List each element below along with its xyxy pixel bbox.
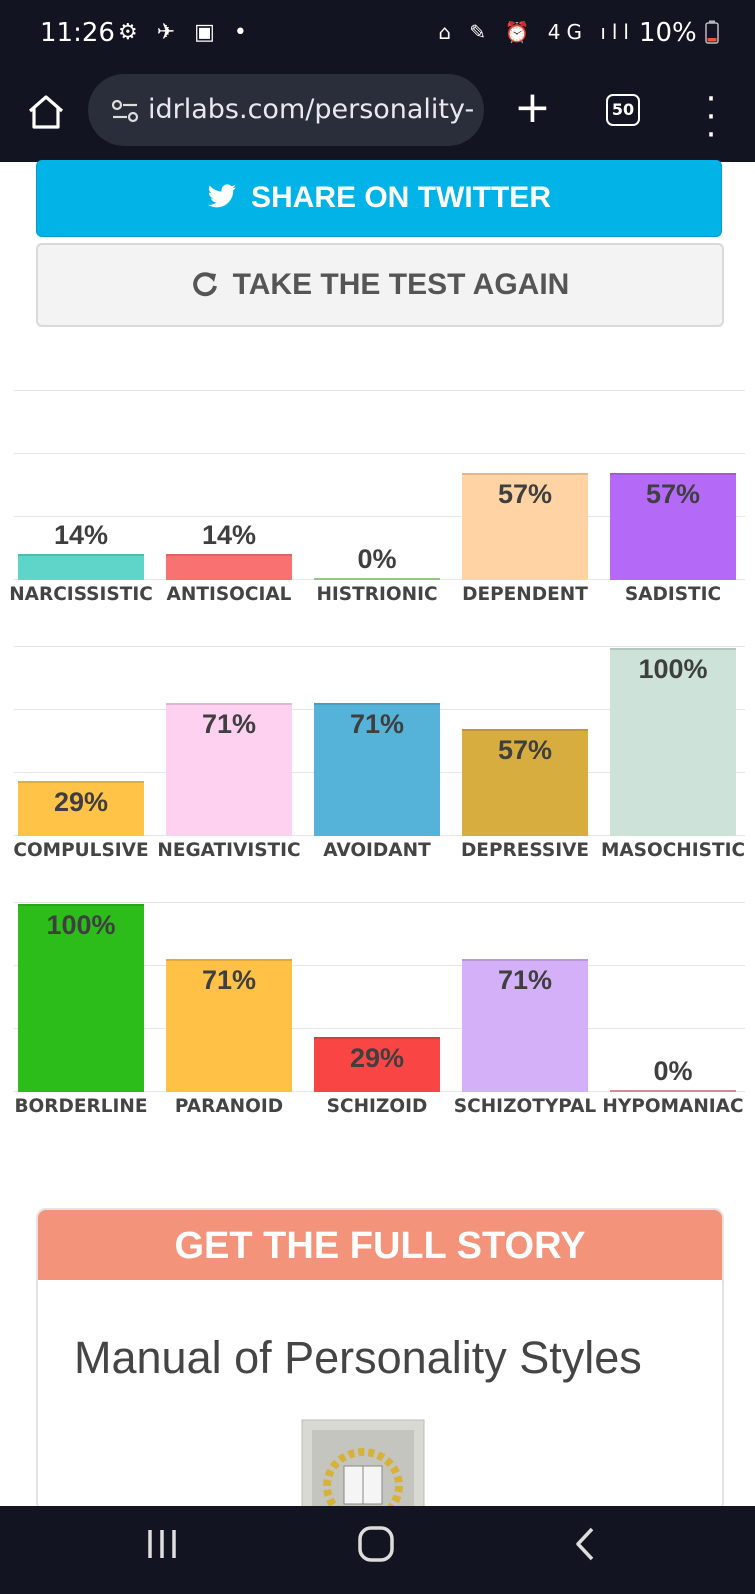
bar-value-label: 71% (497, 965, 553, 995)
system-status-icons: ⌂ ✎ ⏰ 4G ıll (438, 20, 635, 44)
results-chart-row-1: 14% NARCISSISTIC 14% ANTISOCIAL 0% HISTRIONIC… (0, 340, 755, 605)
more-options-icon[interactable]: · · · (705, 79, 717, 155)
bar-sadistic (610, 473, 736, 580)
category-label: PARANOID (174, 1096, 284, 1117)
gridline (14, 453, 745, 454)
book-title[interactable]: Manual of Personality Styles (74, 1332, 642, 1383)
book-cover-image[interactable] (288, 1406, 438, 1512)
results-chart-row-2: 29% COMPULSIVE 71% NEGATIVISTIC 71% AVOIDANT 5… (0, 596, 755, 861)
bar-value-label: 71% (201, 709, 257, 739)
bar-value-label: 71% (349, 709, 405, 739)
bar-value-label: 100% (638, 654, 708, 684)
status-time: 11:26 (40, 18, 115, 48)
bar-masochistic (610, 648, 736, 836)
bar-value-label: 57% (497, 735, 553, 765)
bar-hypomaniac (610, 1090, 736, 1092)
bar-value-label: 0% (357, 544, 397, 574)
recent-apps-icon[interactable] (145, 1524, 179, 1564)
bar-value-label: 57% (645, 479, 701, 509)
bar-schizoid (314, 1037, 440, 1092)
category-label: SCHIZOID (326, 1096, 428, 1117)
bar-value-label: 0% (653, 1056, 693, 1086)
gridline (14, 516, 745, 517)
category-label: ANTISOCIAL (166, 584, 292, 605)
category-label: BORDERLINE (14, 1096, 148, 1117)
bar-value-label: 14% (201, 520, 257, 550)
bar-value-label: 71% (201, 965, 257, 995)
bar-depressive (462, 729, 588, 836)
bar-borderline (18, 904, 144, 1092)
home-nav-icon[interactable] (356, 1524, 396, 1564)
status-bar: 11:26 ⚙ ✈ ▣ • ⌂ ✎ ⏰ 4G ıll 10% (0, 0, 755, 72)
category-label: NARCISSISTIC (9, 584, 153, 605)
full-story-card[interactable]: GET THE FULL STORY Manual of Personality… (36, 1208, 724, 1512)
new-tab-icon[interactable]: + (514, 82, 551, 133)
twitter-bird-icon (207, 184, 236, 208)
gridline (14, 965, 745, 966)
bar-paranoid (166, 959, 292, 1092)
bar-avoidant (314, 703, 440, 836)
bar-antisocial (166, 554, 292, 580)
bar-schizotypal (462, 959, 588, 1092)
category-label: HISTRIONIC (316, 584, 438, 605)
bar-value-label: 14% (53, 520, 109, 550)
gridline (14, 1028, 745, 1029)
bar-value-label: 29% (349, 1043, 405, 1073)
bar-compulsive (18, 781, 144, 836)
category-label: MASOCHISTIC (600, 840, 746, 861)
gridline (14, 390, 745, 391)
battery-icon (705, 20, 719, 44)
category-label: HYPOMANIAC (602, 1096, 744, 1117)
bar-value-label: 57% (497, 479, 553, 509)
browser-toolbar: idrlabs.com/personality- + 50 · · · (0, 72, 755, 162)
bar-dependent (462, 473, 588, 580)
refresh-icon (192, 272, 217, 297)
category-label: DEPRESSIVE (460, 840, 590, 861)
take-test-again-button[interactable]: TAKE THE TEST AGAIN (36, 243, 724, 327)
retake-button-label: TAKE THE TEST AGAIN (232, 268, 570, 301)
gridline (14, 646, 745, 647)
address-bar[interactable]: idrlabs.com/personality- (88, 74, 484, 146)
category-label: NEGATIVISTIC (157, 840, 301, 861)
twitter-button-label: SHARE ON TWITTER (251, 181, 551, 214)
system-navigation-bar (0, 1506, 755, 1594)
full-story-header: GET THE FULL STORY (38, 1210, 722, 1280)
bar-value-label: 100% (46, 910, 116, 940)
category-label: DEPENDENT (462, 584, 588, 605)
url-text[interactable]: idrlabs.com/personality- (148, 94, 475, 125)
category-label: SCHIZOTYPAL (453, 1096, 597, 1117)
battery-level: 10% (639, 18, 719, 48)
results-chart-row-3: 100% BORDERLINE 71% PARANOID 29% SCHIZOID 71% S… (0, 852, 755, 1117)
battery-text: 10% (638, 18, 697, 48)
category-label: COMPULSIVE (13, 840, 149, 861)
category-label: SADISTIC (624, 584, 722, 605)
category-label: AVOIDANT (323, 840, 431, 861)
notification-icons: ⚙ ✈ ▣ • (118, 20, 253, 45)
share-on-twitter-button[interactable]: SHARE ON TWITTER (36, 160, 722, 237)
home-icon[interactable] (24, 90, 68, 134)
bar-narcissistic (18, 554, 144, 580)
bar-negativistic (166, 703, 292, 836)
gridline (14, 902, 745, 903)
bar-histrionic (314, 578, 440, 580)
bar-value-label: 29% (53, 787, 109, 817)
tab-switcher-button[interactable]: 50 (606, 94, 640, 126)
site-settings-icon[interactable] (110, 96, 140, 126)
back-icon[interactable] (572, 1524, 598, 1564)
